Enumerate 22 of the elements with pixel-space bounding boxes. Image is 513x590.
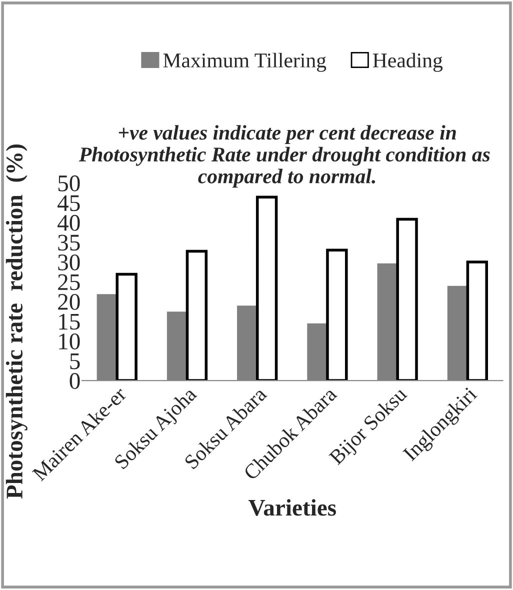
- y-tick-label: 45: [58, 195, 80, 212]
- y-axis-title: Photosynthetic rate reduction (%): [6, 144, 28, 499]
- x-axis-title: Varieties: [248, 499, 336, 516]
- chart-subtitle: +ve values indicate per cent decrease in Photosynthetic Rate under drought condition as compared to normal.: [78, 125, 490, 188]
- bar: [186, 250, 208, 381]
- y-tick-label: 5: [70, 354, 80, 370]
- bar: [326, 248, 348, 381]
- y-tick-label: 40: [58, 214, 80, 231]
- y-tick-label: 10: [59, 334, 80, 350]
- y-tick-label: 25: [58, 274, 80, 290]
- y-tick-label: 0: [70, 373, 80, 389]
- legend-label: Heading: [372, 52, 443, 72]
- legend-label: Maximum Tillering: [163, 52, 326, 72]
- bar: [466, 260, 488, 381]
- bar: [256, 196, 278, 381]
- y-tick-label: 15: [59, 314, 80, 330]
- y-tick-label: 50: [58, 175, 80, 192]
- y-tick-label: 30: [58, 254, 80, 270]
- bar: [396, 218, 418, 381]
- y-tick-label: 35: [58, 234, 80, 251]
- bar: [116, 272, 138, 381]
- y-tick-label: 20: [58, 294, 80, 310]
